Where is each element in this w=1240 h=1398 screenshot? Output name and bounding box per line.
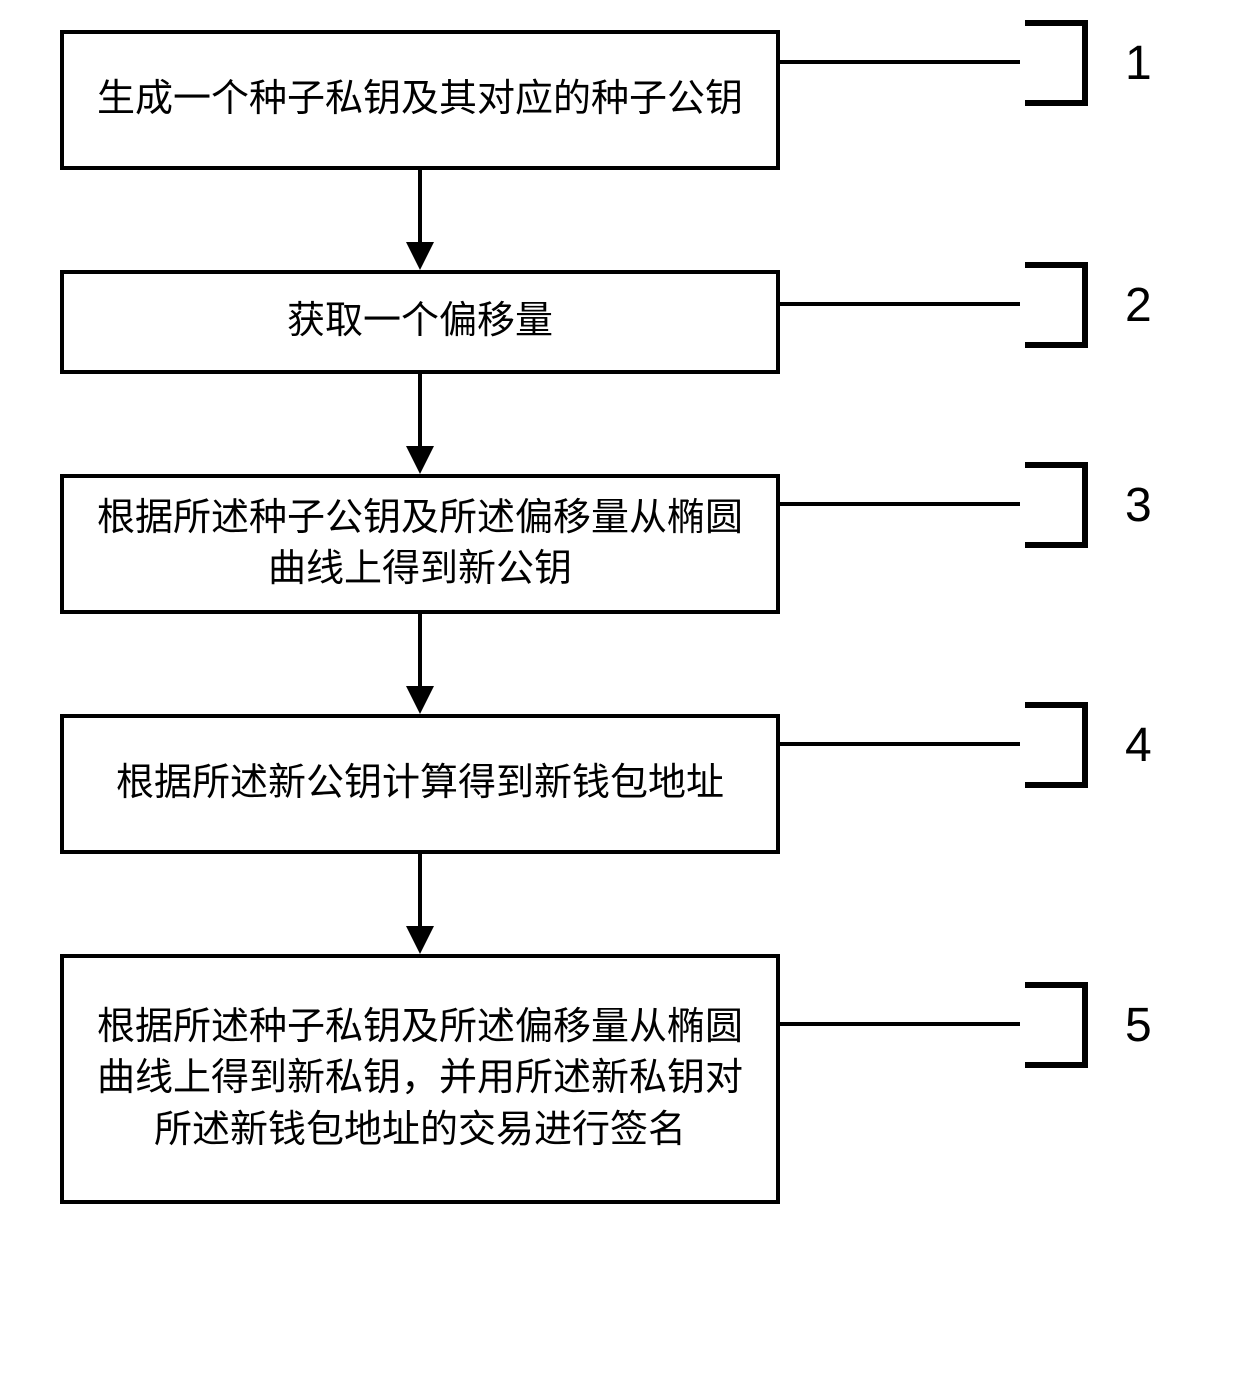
arrow-3 [60, 614, 780, 714]
bracket-3: 3 [1020, 460, 1152, 550]
step-box-1: 生成一个种子私钥及其对应的种子公钥 [60, 30, 780, 170]
bracket-icon [1020, 460, 1100, 550]
arrow-1 [60, 170, 780, 270]
bracket-icon [1020, 260, 1100, 350]
connector-line-1 [780, 60, 1020, 64]
step-box-3: 根据所述种子公钥及所述偏移量从椭圆曲线上得到新公钥 [60, 474, 780, 614]
step-text-4: 根据所述新公钥计算得到新钱包地址 [116, 758, 724, 809]
connector-line-5 [780, 1022, 1020, 1026]
step-text-2: 获取一个偏移量 [287, 296, 553, 347]
arrow-2 [60, 374, 780, 474]
step-text-1: 生成一个种子私钥及其对应的种子公钥 [97, 74, 743, 125]
step-box-4: 根据所述新公钥计算得到新钱包地址 [60, 714, 780, 854]
arrow-4 [60, 854, 780, 954]
bracket-4: 4 [1020, 700, 1152, 790]
step-label-4: 4 [1125, 718, 1152, 773]
connector-line-2 [780, 302, 1020, 306]
step-box-2: 获取一个偏移量 [60, 270, 780, 374]
step-box-5: 根据所述种子私钥及所述偏移量从椭圆曲线上得到新私钥，并用所述新私钥对所述新钱包地… [60, 954, 780, 1204]
connector-line-3 [780, 502, 1020, 506]
arrow-down-icon [400, 374, 440, 474]
step-label-3: 3 [1125, 478, 1152, 533]
bracket-1: 1 [1020, 18, 1152, 108]
bracket-icon [1020, 18, 1100, 108]
arrow-down-icon [400, 614, 440, 714]
bracket-icon [1020, 980, 1100, 1070]
step-label-5: 5 [1125, 998, 1152, 1053]
bracket-5: 5 [1020, 980, 1152, 1070]
step-text-5: 根据所述种子私钥及所述偏移量从椭圆曲线上得到新私钥，并用所述新私钥对所述新钱包地… [82, 1002, 758, 1156]
arrow-down-icon [400, 170, 440, 270]
connector-line-4 [780, 742, 1020, 746]
bracket-icon [1020, 700, 1100, 790]
step-label-1: 1 [1125, 36, 1152, 91]
bracket-2: 2 [1020, 260, 1152, 350]
arrow-down-icon [400, 854, 440, 954]
step-text-3: 根据所述种子公钥及所述偏移量从椭圆曲线上得到新公钥 [82, 493, 758, 596]
flowchart-container: 生成一个种子私钥及其对应的种子公钥 获取一个偏移量 根据所述种子公钥及所述偏移量… [60, 30, 780, 1204]
step-label-2: 2 [1125, 278, 1152, 333]
